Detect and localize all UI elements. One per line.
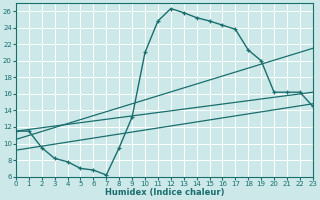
X-axis label: Humidex (Indice chaleur): Humidex (Indice chaleur) <box>105 188 224 197</box>
